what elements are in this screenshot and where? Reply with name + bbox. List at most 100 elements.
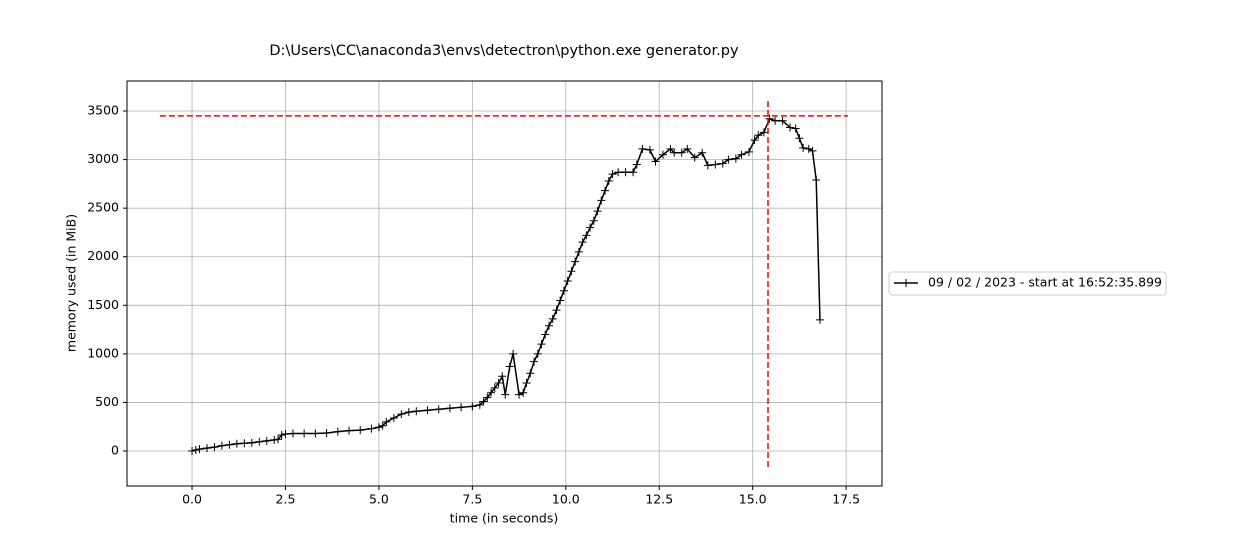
data-marker bbox=[300, 429, 309, 438]
data-marker bbox=[578, 238, 587, 247]
data-marker bbox=[683, 144, 692, 153]
y-tick-label: 3000 bbox=[87, 151, 119, 166]
data-marker bbox=[765, 114, 774, 123]
y-tick-label: 3500 bbox=[87, 103, 119, 118]
x-tick-label: 5.0 bbox=[369, 492, 389, 507]
data-marker bbox=[274, 435, 282, 444]
data-marker bbox=[487, 388, 496, 397]
data-marker bbox=[808, 146, 817, 155]
data-marker bbox=[191, 446, 200, 455]
data-marker bbox=[786, 123, 795, 132]
data-marker bbox=[651, 157, 660, 166]
data-marker bbox=[563, 277, 572, 286]
data-marker bbox=[281, 430, 290, 439]
x-tick-label: 10.0 bbox=[552, 492, 580, 507]
data-marker bbox=[556, 296, 565, 305]
data-marker bbox=[322, 429, 331, 438]
data-marker bbox=[389, 413, 398, 422]
data-marker bbox=[397, 410, 406, 419]
y-tick-label: 500 bbox=[95, 394, 119, 409]
data-marker bbox=[677, 148, 686, 157]
data-marker bbox=[548, 314, 557, 323]
data-marker bbox=[501, 390, 510, 399]
data-marker bbox=[812, 175, 821, 184]
data-marker bbox=[533, 349, 542, 358]
data-marker bbox=[698, 148, 707, 157]
data-marker bbox=[255, 437, 264, 446]
data-marker bbox=[505, 362, 514, 371]
data-marker bbox=[288, 429, 297, 438]
data-marker bbox=[593, 207, 602, 216]
data-marker bbox=[188, 447, 197, 456]
x-tick-label: 15.0 bbox=[739, 492, 767, 507]
data-marker bbox=[795, 134, 804, 143]
data-marker bbox=[718, 159, 727, 168]
data-marker bbox=[494, 379, 503, 388]
data-marker bbox=[771, 116, 780, 125]
y-tick-label: 1000 bbox=[87, 345, 119, 360]
data-marker bbox=[658, 150, 667, 159]
data-marker bbox=[666, 144, 675, 153]
data-marker bbox=[232, 439, 241, 448]
data-marker bbox=[262, 436, 271, 445]
data-marker bbox=[240, 439, 249, 448]
data-marker bbox=[731, 154, 740, 163]
data-marker bbox=[515, 390, 524, 399]
x-axis-label: time (in seconds) bbox=[450, 511, 558, 526]
x-tick-label: 2.5 bbox=[276, 492, 296, 507]
legend-marker bbox=[902, 279, 910, 287]
x-tick-label: 7.5 bbox=[462, 492, 482, 507]
x-tick-label: 17.5 bbox=[832, 492, 860, 507]
data-marker bbox=[608, 170, 617, 179]
data-marker bbox=[311, 429, 320, 438]
chart-title: D:\Users\CC\anaconda3\envs\detectron\pyt… bbox=[269, 43, 739, 59]
data-marker bbox=[526, 369, 535, 378]
data-marker bbox=[210, 443, 219, 452]
axes-frame bbox=[126, 80, 883, 487]
data-marker bbox=[412, 407, 421, 416]
data-marker bbox=[791, 124, 800, 133]
data-marker bbox=[597, 196, 606, 205]
data-marker bbox=[479, 397, 488, 406]
y-axis-label: memory used (in MiB) bbox=[64, 214, 79, 352]
legend: 09 / 02 / 2023 - start at 16:52:35.899 bbox=[888, 271, 1167, 296]
data-marker bbox=[483, 393, 492, 402]
data-marker bbox=[645, 145, 654, 154]
x-tick-label: 12.5 bbox=[645, 492, 673, 507]
data-marker bbox=[711, 160, 720, 169]
y-tick-label: 2500 bbox=[87, 200, 119, 215]
data-marker bbox=[629, 168, 638, 177]
data-marker bbox=[804, 144, 813, 153]
data-marker bbox=[356, 426, 365, 435]
x-tick-label: 0.0 bbox=[182, 492, 202, 507]
plot-area bbox=[127, 81, 882, 486]
data-marker bbox=[759, 128, 768, 137]
data-marker bbox=[445, 404, 454, 413]
data-marker bbox=[574, 247, 583, 256]
data-marker bbox=[601, 186, 610, 195]
data-marker bbox=[225, 440, 234, 449]
legend-label: 09 / 02 / 2023 - start at 16:52:35.899 bbox=[928, 275, 1162, 290]
data-marker bbox=[754, 131, 763, 140]
data-marker bbox=[621, 168, 630, 177]
data-marker bbox=[434, 405, 443, 414]
data-marker bbox=[378, 421, 387, 430]
data-marker bbox=[333, 427, 342, 436]
data-marker bbox=[195, 445, 204, 454]
data-marker bbox=[559, 286, 568, 295]
data-marker bbox=[423, 406, 432, 415]
data-marker bbox=[750, 136, 759, 145]
data-marker bbox=[632, 160, 641, 169]
data-marker bbox=[567, 267, 576, 276]
data-marker bbox=[589, 216, 598, 225]
legend-box bbox=[888, 271, 1167, 296]
data-marker bbox=[498, 372, 507, 381]
data-marker bbox=[475, 400, 484, 409]
data-marker bbox=[724, 155, 733, 164]
y-tick-label: 1500 bbox=[87, 297, 119, 312]
data-marker bbox=[582, 231, 591, 240]
data-marker bbox=[490, 383, 499, 392]
